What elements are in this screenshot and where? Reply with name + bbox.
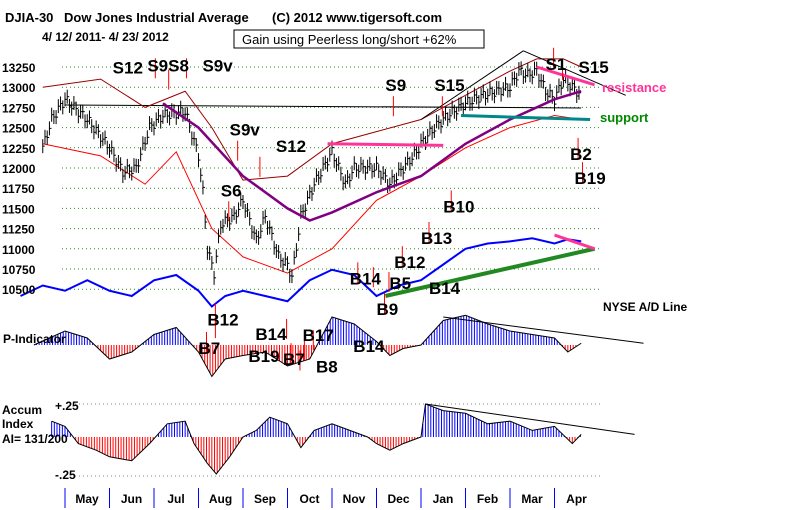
x-tick-label: Apr <box>566 492 587 506</box>
y-tick-label: 12500 <box>2 122 36 136</box>
lower-band <box>42 114 582 274</box>
p-indicator-line <box>33 314 582 378</box>
signal-label: B13 <box>421 229 452 248</box>
accum-top-tick: +.25 <box>55 399 79 413</box>
signal-label: B7 <box>199 339 221 358</box>
signal-label: S15 <box>579 58 609 77</box>
date-range: 4/ 12/ 2011- 4/ 23/ 2012 <box>42 30 169 44</box>
signal-label: B7 <box>283 350 305 369</box>
y-tick-label: 10500 <box>2 283 36 297</box>
moving-average-line <box>162 90 582 222</box>
signal-label: B12 <box>207 311 238 330</box>
x-tick-label: Jan <box>433 492 454 506</box>
signal-label: B14 <box>255 325 287 344</box>
signal-label: S9S8 <box>147 56 189 75</box>
y-tick-label: 11750 <box>2 182 35 196</box>
signal-label: S12 <box>276 137 306 156</box>
p-indicator-label: P-Indicator <box>3 332 66 346</box>
x-tick-label: Sep <box>254 492 276 506</box>
x-tick-label: Nov <box>343 492 366 506</box>
signal-label: B9 <box>377 300 399 319</box>
signal-label: B19 <box>575 169 606 188</box>
index-name: Dow Jones Industrial Average <box>64 10 249 25</box>
ticker-label: DJIA-30 <box>5 10 53 25</box>
accum-trendline <box>425 403 635 435</box>
signal-label: B14 <box>353 337 385 356</box>
signal-label: S9v <box>230 121 261 140</box>
resistance-label: resistance <box>602 80 666 95</box>
signal-label: S9 <box>385 76 406 95</box>
accum-label-1: Accum <box>2 403 42 417</box>
signal-label: S1 <box>546 55 567 74</box>
y-tick-label: 12000 <box>2 162 36 176</box>
signal-label: B17 <box>303 326 334 345</box>
support-line <box>461 113 591 122</box>
trend-line <box>420 50 524 120</box>
ad-support-line <box>384 246 595 298</box>
y-tick-label: 11500 <box>2 202 35 216</box>
y-tick-label: 10750 <box>2 263 36 277</box>
x-tick-label: Jul <box>167 492 184 506</box>
support-label: support <box>600 110 649 125</box>
y-tick-label: 12750 <box>2 101 36 115</box>
ad-resistance-line <box>554 233 596 251</box>
x-tick-label: Oct <box>299 492 319 506</box>
gain-box <box>233 29 485 49</box>
signal-label: S12 <box>113 59 143 78</box>
accum-index-line <box>51 403 582 475</box>
x-tick-label: Jun <box>121 492 142 506</box>
y-tick-label: 13250 <box>2 61 36 75</box>
y-tick-label: 12250 <box>2 142 36 156</box>
x-tick-label: Aug <box>209 492 232 506</box>
signal-label: B2 <box>570 145 592 164</box>
x-tick-label: Dec <box>387 492 409 506</box>
resistance-line-old <box>327 142 444 147</box>
signal-label: S15 <box>434 76 464 95</box>
copyright: (C) 2012 www.tigersoft.com <box>272 10 442 25</box>
x-tick-label: May <box>75 492 99 506</box>
signal-label: B10 <box>443 197 474 216</box>
x-tick-label: Mar <box>521 492 543 506</box>
trend-line <box>523 50 626 96</box>
y-tick-label: 11250 <box>2 223 35 237</box>
ad-line <box>20 237 582 308</box>
signal-label: S6 <box>221 181 242 200</box>
y-tick-label: 11000 <box>2 243 35 257</box>
accum-label-2: Index <box>2 417 34 431</box>
x-tick-label: Feb <box>477 492 498 506</box>
y-tick-label: 13000 <box>2 81 36 95</box>
signal-label: B12 <box>394 253 425 272</box>
signal-label: B8 <box>316 357 338 376</box>
ad-line-label: NYSE A/D Line <box>603 300 688 314</box>
signal-label: B14 <box>350 269 382 288</box>
signal-label: S9v <box>202 56 233 75</box>
resistance-line <box>536 65 595 87</box>
accum-reading: AI= 131/200 <box>2 432 68 446</box>
p-indicator-trendline <box>443 316 644 344</box>
signal-label: B5 <box>389 274 411 293</box>
accum-bottom-tick: -.25 <box>55 468 76 482</box>
signal-label: B19 <box>248 347 279 366</box>
gain-text: Gain using Peerless long/short +62% <box>242 32 457 47</box>
signal-label: B14 <box>429 279 461 298</box>
